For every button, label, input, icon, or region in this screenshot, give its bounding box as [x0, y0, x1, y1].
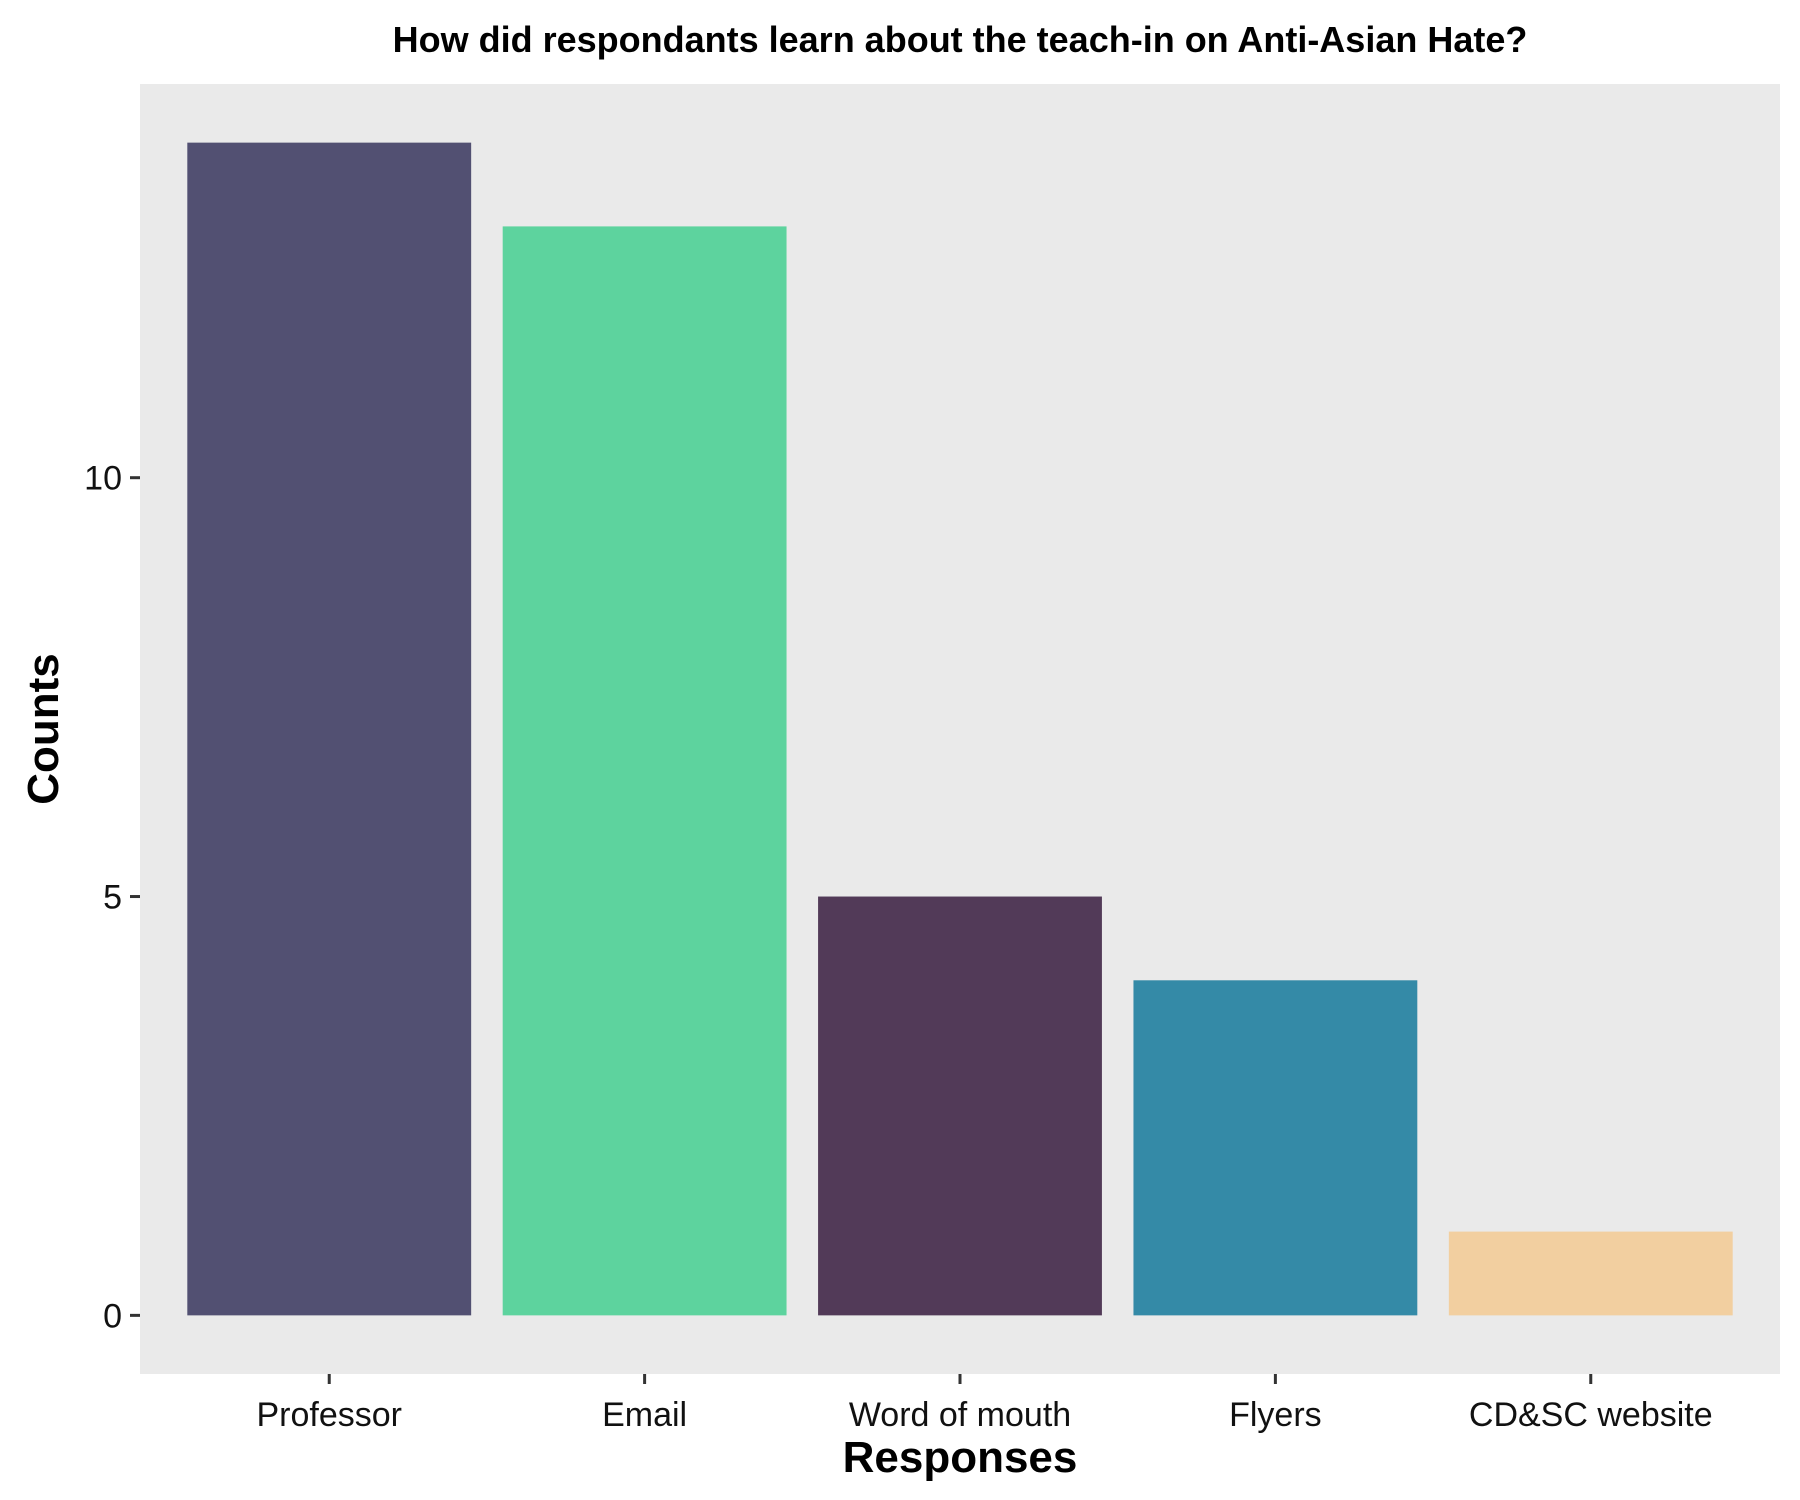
y-tick-label: 0	[103, 1297, 122, 1335]
bar-flyers	[1133, 980, 1418, 1316]
y-axis: 0 5 10	[84, 460, 140, 1335]
y-tick-label: 5	[103, 879, 122, 917]
x-tick-label: Email	[602, 1396, 687, 1434]
chart-title: How did respondants learn about the teac…	[393, 19, 1528, 60]
x-axis: Professor Email Word of mouth Flyers CD&SC w…	[256, 1374, 1713, 1434]
bar-professor	[187, 142, 472, 1316]
bar-word-of-mouth	[818, 896, 1102, 1316]
x-axis-title: Responses	[843, 1433, 1078, 1482]
bars-group	[187, 142, 1733, 1316]
x-tick-label: CD&SC website	[1469, 1396, 1713, 1434]
bar-cd-sc-website	[1448, 1231, 1733, 1316]
y-axis-title: Counts	[19, 653, 68, 805]
x-tick-label: Word of mouth	[849, 1396, 1071, 1434]
x-tick-label: Flyers	[1229, 1396, 1322, 1434]
y-tick-label: 10	[84, 460, 122, 498]
x-tick-label: Professor	[256, 1396, 402, 1434]
bar-email	[502, 226, 787, 1316]
